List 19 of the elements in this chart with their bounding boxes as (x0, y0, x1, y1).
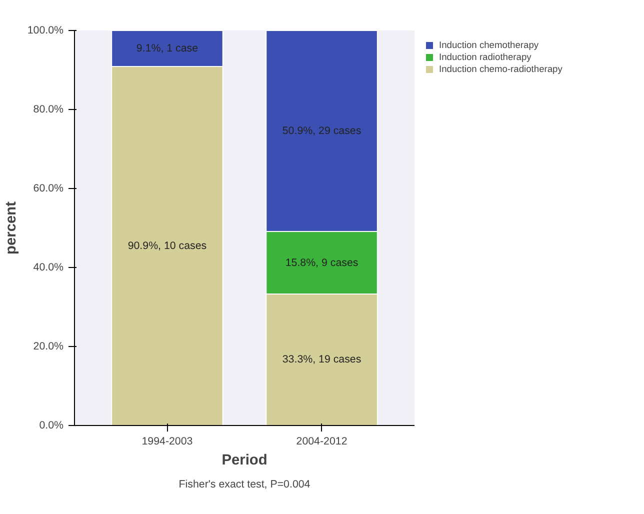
data-label: 90.9%, 10 cases (128, 240, 207, 252)
text: Fisher's exact test, P=0.004 (178, 478, 310, 490)
legend-label: Induction chemo-radiotherapy (439, 64, 562, 74)
y-tick-label: 0.0% (39, 420, 64, 432)
y-tick-label: 80.0% (33, 104, 64, 116)
x-axis-title: Period (222, 452, 268, 468)
x-tick-label: 1994-2003 (142, 436, 193, 448)
y-axis-title: percent (3, 201, 20, 254)
x-tick-label: 2004-2012 (296, 436, 348, 448)
y-tick-label: 60.0% (33, 182, 64, 194)
data-label: 9.1%, 1 case (136, 42, 198, 54)
y-tick-label: 20.0% (33, 340, 64, 352)
y-tick-label: 40.0% (33, 262, 64, 274)
data-label: 33.3%, 19 cases (282, 354, 362, 366)
y-tick-label: 100.0% (27, 24, 64, 36)
legend-label: Induction chemotherapy (439, 40, 539, 50)
data-label: 50.9%, 29 cases (282, 125, 362, 138)
legend-label: Induction radiotherapy (439, 52, 532, 62)
data-label: 15.8%, 9 cases (285, 256, 358, 269)
